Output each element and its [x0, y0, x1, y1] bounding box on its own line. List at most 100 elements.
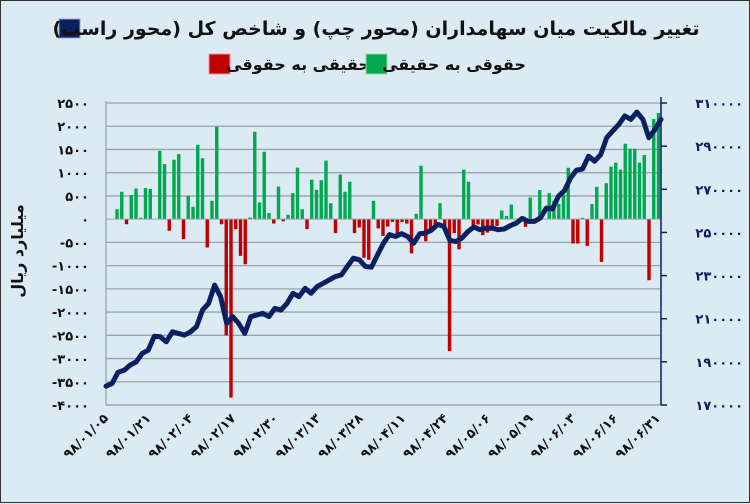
left-tick-label: ۲۰۰۰ [57, 120, 89, 135]
bar-positive [528, 197, 532, 220]
bar-negative [281, 219, 285, 222]
bar-negative [386, 219, 390, 227]
bar-positive [338, 174, 342, 220]
x-tick-label: ۹۸/۰۵/۰۶ [443, 411, 494, 462]
bar-negative [124, 219, 129, 225]
legend-green-swatch [365, 53, 388, 75]
y-axis-left-label: میلیارد ریال [8, 204, 27, 298]
bar-positive [291, 193, 295, 220]
x-tick-label: ۹۸/۰۳/۱۳ [273, 411, 324, 462]
bar-positive [115, 209, 119, 220]
bar-positive [143, 188, 148, 220]
bar-positive [414, 213, 418, 220]
bar-positive [319, 180, 323, 220]
left-tick-label: -۲۰۰۰ [52, 306, 89, 321]
left-tick-label: -۵۰۰ [60, 236, 89, 251]
bar-positive [191, 206, 195, 220]
bar-positive [286, 214, 290, 220]
left-tick-label: -۲۵۰۰ [52, 329, 89, 344]
right-tick-label: ۲۷۰۰۰۰ [695, 183, 743, 198]
left-tick-label: -۳۵۰۰ [52, 376, 89, 391]
x-tick-label: ۹۸/۰۱/۰۵ [61, 411, 112, 462]
bar-positive [509, 204, 513, 220]
gridlines [106, 102, 661, 406]
bar-positive [438, 203, 442, 220]
bars [115, 112, 661, 398]
x-tick-label: ۹۸/۰۶/۱۶ [570, 411, 621, 462]
left-tick-label: -۱۵۰۰ [52, 283, 89, 298]
bar-negative [167, 219, 171, 231]
bar-negative [400, 219, 404, 222]
bar-negative [333, 219, 338, 234]
bar-positive [466, 181, 471, 220]
right-tick-label: ۲۳۰۰۰۰ [695, 270, 743, 285]
bar-negative [395, 219, 399, 236]
bar-positive [162, 164, 167, 220]
x-tick-label: ۹۸/۰۱/۲۱ [103, 411, 154, 462]
bar-positive [210, 200, 214, 220]
right-tick-label: ۱۹۰۰۰۰ [695, 356, 743, 371]
bar-negative [272, 219, 276, 224]
bar-positive [324, 160, 328, 220]
bar-positive [618, 169, 623, 220]
right-tick-label: ۲۹۰۰۰۰ [695, 140, 743, 155]
bar-positive [637, 162, 642, 220]
bar-positive [329, 203, 333, 220]
bar-positive [200, 158, 205, 220]
bar-negative [443, 219, 447, 226]
bar-negative [305, 219, 309, 230]
bar-positive [614, 162, 618, 220]
legend-green-label: حقوقی به حقیقی [382, 55, 526, 74]
bar-negative [181, 219, 186, 240]
bar-positive [177, 154, 181, 220]
bar-positive [300, 209, 304, 220]
bar-positive [248, 217, 252, 220]
index-line [103, 109, 664, 389]
chart-title: تغییر مالکیت میان سهامداران (محور چپ) و … [52, 18, 699, 40]
bar-negative [490, 219, 494, 231]
bar-positive [633, 148, 637, 220]
bar-positive [120, 191, 124, 220]
bar-positive [139, 217, 143, 220]
bar-negative [647, 219, 651, 281]
bar-positive [462, 169, 466, 220]
bar-positive [196, 144, 200, 220]
bar-positive [253, 131, 257, 220]
x-tick-label: ۹۸/۰۲/۱۷ [188, 411, 239, 462]
bar-positive [538, 190, 542, 220]
left-tick-label: -۴۰۰۰ [52, 399, 89, 414]
bar-positive [371, 200, 376, 220]
bar-negative [376, 219, 380, 229]
left-tick-label: ۱۰۰۰ [57, 167, 89, 182]
bar-negative [495, 219, 499, 226]
bar-positive [262, 151, 266, 220]
bar-negative [357, 219, 361, 228]
bar-positive [129, 194, 133, 220]
left-tick-label: -۳۰۰۰ [52, 353, 89, 368]
bar-negative [457, 219, 461, 250]
x-tick-label: ۹۸/۰۶/۰۳ [528, 411, 579, 462]
bar-negative [224, 219, 228, 336]
x-tick-label: ۹۸/۰۲/۳۰ [231, 411, 282, 462]
bar-positive [314, 189, 319, 220]
bar-negative [452, 219, 456, 234]
bar-positive [148, 188, 152, 220]
x-tick-label: ۹۸/۰۶/۳۱ [613, 411, 664, 462]
left-tick-label: ۰ [81, 213, 89, 228]
bar-negative [471, 219, 475, 226]
bar-negative [229, 219, 233, 398]
right-tick-label: ۱۷۰۰۰۰ [695, 399, 743, 414]
bar-negative [476, 219, 480, 225]
left-tick-label: ۵۰۰ [65, 190, 89, 205]
x-tick-label: ۹۸/۰۴/۱۱ [358, 411, 409, 462]
right-tick-label: ۳۱۰۰۰۰ [695, 97, 743, 112]
bar-negative [238, 219, 243, 256]
bar-positive [656, 112, 661, 220]
bar-positive [343, 191, 347, 220]
tick-labels: ۲۵۰۰ ۲۰۰۰ ۱۵۰۰ ۱۰۰۰ ۵۰۰ ۰ -۵۰۰ -۱۰۰۰ -۱۵۰۰ -۲۰۰۰ -… [52, 97, 743, 462]
x-tick-label: ۹۸/۰۵/۱۹ [485, 411, 536, 462]
bar-negative [352, 219, 357, 234]
bar-positive [504, 215, 509, 220]
